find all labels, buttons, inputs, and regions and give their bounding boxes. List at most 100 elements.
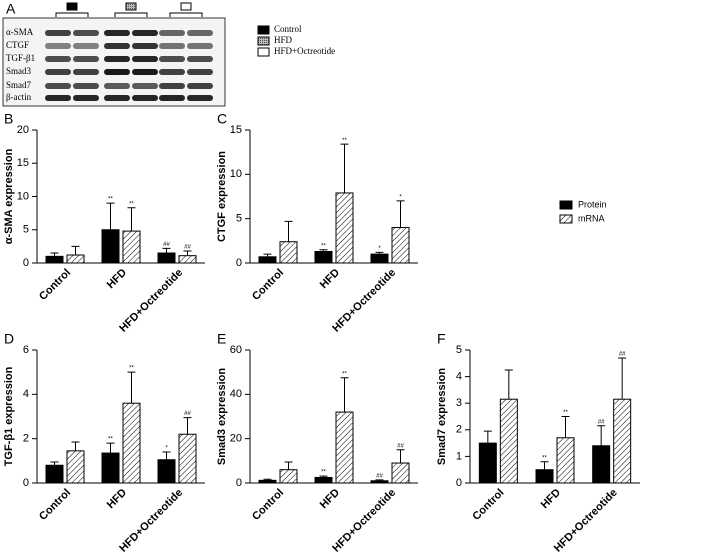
significance-label: ** — [108, 437, 113, 443]
error-bar — [183, 250, 192, 256]
axis-line — [36, 130, 205, 264]
y-tick-label: 2 — [456, 424, 462, 436]
y-tick-label: 0 — [23, 257, 29, 269]
panel-label: F — [437, 331, 446, 347]
bar — [157, 459, 176, 484]
blot-band — [45, 69, 71, 75]
group-swatch — [125, 2, 137, 11]
blot-band — [159, 43, 185, 49]
blot-band — [45, 83, 71, 89]
bar — [314, 476, 333, 484]
legend-label: Control — [274, 24, 302, 34]
blot-band — [104, 30, 130, 36]
error-bar — [561, 416, 570, 438]
y-axis-label: Smad7 expression — [436, 368, 448, 465]
significance-label: ## — [397, 443, 404, 449]
error-bar — [71, 441, 80, 451]
panel-label: C — [217, 111, 227, 127]
blot-band — [45, 56, 71, 62]
significance-label: ## — [184, 411, 191, 417]
y-tick-label: 5 — [236, 213, 242, 225]
blot-row-label: Smad7 — [6, 80, 32, 90]
error-bar — [483, 430, 492, 444]
y-tick-label: 20 — [230, 433, 242, 445]
error-bar — [375, 251, 384, 255]
bar — [178, 433, 197, 484]
blot-band — [132, 83, 158, 89]
blot-band — [104, 95, 130, 101]
significance-label: ** — [129, 201, 134, 207]
blot-band — [104, 56, 130, 62]
y-tick-label: 20 — [17, 124, 29, 136]
legend-swatch — [559, 200, 573, 210]
blot-band — [187, 69, 213, 75]
y-tick-label: 5 — [23, 224, 29, 236]
blot-band — [73, 95, 99, 101]
error-bar — [50, 461, 59, 466]
significance-label: * — [399, 195, 402, 201]
error-bar — [340, 377, 349, 413]
x-tick-label: Control — [37, 267, 73, 303]
blot-band — [187, 30, 213, 36]
blot-band — [104, 43, 130, 49]
y-tick-label: 40 — [230, 388, 242, 400]
error-bar — [396, 200, 405, 228]
significance-label: ## — [376, 473, 383, 479]
blot-band — [132, 69, 158, 75]
blot-band — [187, 95, 213, 101]
bar — [178, 255, 197, 264]
bar — [122, 402, 141, 484]
bar — [535, 469, 554, 484]
group-bracket — [55, 12, 89, 17]
blot-band — [132, 95, 158, 101]
blot-band — [159, 30, 185, 36]
blot-row-label: Smad3 — [6, 66, 32, 76]
bar — [279, 241, 298, 264]
blot-band — [159, 56, 185, 62]
error-bar — [71, 245, 80, 256]
blot-band — [187, 56, 213, 62]
blot-row-label: β-actin — [6, 92, 32, 102]
bar — [157, 252, 176, 264]
blot-row-label: CTGF — [6, 40, 29, 50]
x-tick-label: Control — [37, 487, 73, 523]
y-axis-label: Smad3 expression — [216, 368, 228, 465]
legend-swatch — [559, 214, 573, 224]
blot-band — [45, 43, 71, 49]
axis-line — [469, 350, 640, 484]
significance-label: ** — [108, 197, 113, 203]
error-bar — [597, 425, 606, 446]
significance-label: * — [378, 246, 381, 252]
group-swatch — [180, 2, 192, 11]
y-tick-label: 60 — [230, 344, 242, 356]
y-tick-label: 6 — [23, 344, 29, 356]
blot-band — [104, 69, 130, 75]
error-bar — [375, 479, 384, 481]
blot-row-label: TGF-β1 — [6, 53, 35, 63]
x-tick-label: HFD — [539, 487, 564, 512]
blot-band — [73, 56, 99, 62]
significance-label: ## — [184, 245, 191, 251]
bar — [335, 192, 354, 264]
y-tick-label: 3 — [456, 397, 462, 409]
x-tick-label: HFD — [318, 267, 343, 292]
significance-label: ** — [342, 138, 347, 144]
y-tick-label: 0 — [236, 257, 242, 269]
legend-label: HFD+Octreotide — [274, 46, 335, 56]
panel-label: E — [217, 331, 226, 347]
x-tick-label: Control — [250, 487, 286, 523]
panel-label: D — [4, 331, 14, 347]
bar — [335, 411, 354, 484]
y-tick-label: 2 — [23, 433, 29, 445]
significance-label: ** — [563, 410, 568, 416]
y-tick-label: 5 — [456, 344, 462, 356]
legend-label: HFD — [274, 35, 293, 45]
error-bar — [162, 247, 171, 254]
error-bar — [106, 442, 115, 454]
bar — [370, 253, 389, 264]
significance-label: ** — [129, 366, 134, 372]
significance-label: * — [165, 446, 168, 452]
bar — [279, 469, 298, 484]
blot-band — [159, 83, 185, 89]
error-bar — [127, 371, 136, 404]
